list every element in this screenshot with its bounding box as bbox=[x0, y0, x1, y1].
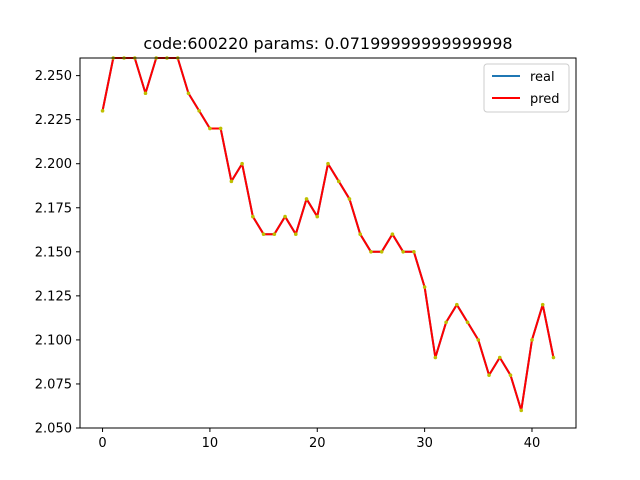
data-point-marker bbox=[551, 355, 556, 360]
x-tick-label: 0 bbox=[98, 436, 106, 451]
data-point-marker bbox=[326, 161, 330, 166]
data-point-marker bbox=[379, 250, 384, 254]
y-tick-label: 2.250 bbox=[35, 69, 72, 84]
data-point-marker bbox=[347, 197, 352, 201]
data-point-marker bbox=[540, 302, 545, 307]
data-point-marker bbox=[508, 373, 513, 377]
y-tick-label: 2.175 bbox=[35, 201, 72, 216]
plot-area bbox=[80, 58, 576, 428]
x-tick-label: 30 bbox=[416, 436, 433, 451]
data-point-marker bbox=[251, 214, 255, 219]
data-point-marker bbox=[186, 91, 191, 96]
x-tick-label: 40 bbox=[524, 436, 541, 451]
data-point-marker bbox=[208, 126, 212, 131]
data-point-marker bbox=[487, 373, 491, 377]
data-point-marker bbox=[197, 109, 201, 113]
marker-layer bbox=[100, 56, 556, 413]
data-point-marker bbox=[497, 355, 502, 360]
axes-frame bbox=[79, 57, 577, 429]
data-point-marker bbox=[304, 197, 309, 201]
data-point-marker bbox=[283, 214, 287, 219]
data-point-marker bbox=[519, 408, 524, 413]
data-point-marker bbox=[143, 91, 148, 96]
data-point-marker bbox=[465, 320, 470, 325]
y-tick-label: 2.050 bbox=[35, 422, 72, 437]
data-point-marker bbox=[261, 232, 266, 236]
legend: real pred bbox=[483, 63, 570, 113]
y-tick-label: 2.150 bbox=[35, 245, 72, 260]
data-point-marker bbox=[390, 232, 395, 236]
data-point-marker bbox=[401, 250, 405, 254]
legend-label-real: real bbox=[530, 70, 555, 85]
chart-title: code:600220 params: 0.07199999999999998 bbox=[143, 34, 512, 53]
data-point-marker bbox=[369, 250, 373, 254]
y-tick-label: 2.225 bbox=[35, 113, 72, 128]
data-point-marker bbox=[336, 179, 341, 184]
x-tick-label: 10 bbox=[202, 436, 219, 451]
data-point-marker bbox=[476, 338, 481, 342]
data-point-marker bbox=[100, 109, 105, 113]
data-point-marker bbox=[433, 355, 438, 360]
data-point-marker bbox=[455, 302, 459, 307]
y-tick-label: 2.075 bbox=[35, 377, 72, 392]
legend-label-pred: pred bbox=[530, 92, 560, 107]
axes-layer: 0 10 20 30 40 2.050 2.075 2.100 2.125 2.150 2.175 2… bbox=[35, 57, 577, 451]
data-point-marker bbox=[218, 126, 223, 131]
data-point-marker bbox=[315, 214, 320, 219]
data-point-marker bbox=[272, 232, 277, 236]
data-point-marker bbox=[412, 250, 416, 254]
data-point-marker bbox=[358, 232, 363, 236]
data-point-marker bbox=[229, 179, 234, 184]
data-point-marker bbox=[530, 338, 534, 342]
x-tick-label: 20 bbox=[309, 436, 326, 451]
y-tick-label: 2.200 bbox=[35, 157, 72, 172]
data-point-marker bbox=[240, 161, 244, 166]
data-point-marker bbox=[422, 285, 427, 289]
y-tick-label: 2.100 bbox=[35, 333, 72, 348]
y-tick-label: 2.125 bbox=[35, 289, 72, 304]
data-point-marker bbox=[444, 320, 448, 325]
data-point-marker bbox=[293, 232, 298, 236]
